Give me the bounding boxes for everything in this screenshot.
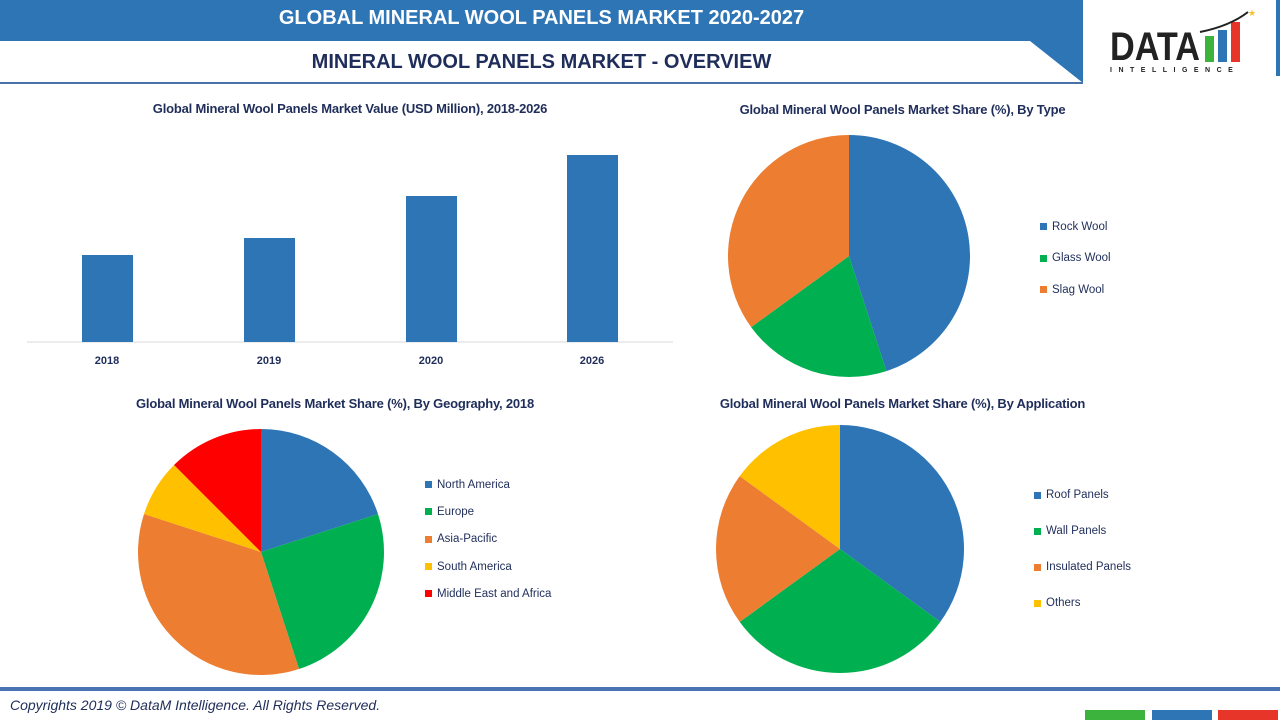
legend-swatch	[425, 535, 432, 543]
pie-slice-insulated-panels	[716, 476, 840, 622]
footer-blue-block	[1152, 710, 1212, 720]
legend-label: Rock Wool	[1052, 220, 1108, 233]
bar-chart-title: Global Mineral Wool Panels Market Value …	[152, 101, 548, 116]
pie-slice-wall-panels	[739, 549, 941, 674]
main-title: GLOBAL MINERAL WOOL PANELS MARKET 2020-2…	[278, 7, 805, 29]
x-tick-label: 2018	[95, 355, 119, 367]
bar-2026	[567, 155, 618, 342]
legend-item: Middle East and Africa	[425, 580, 551, 607]
pie-slice-north-america	[261, 429, 378, 552]
svg-text:★: ★	[1248, 8, 1256, 18]
data-intelligence-logo: DATA ★ INTELLIGENCE	[1100, 8, 1260, 78]
legend-label: Roof Panels	[1046, 489, 1109, 501]
pie-slice-asia-pacific	[137, 513, 300, 675]
legend-label: Asia-Pacific	[437, 533, 498, 546]
legend-swatch	[425, 590, 432, 598]
legend-swatch	[1040, 286, 1047, 294]
legend-swatch	[425, 508, 432, 516]
legend-item: Wall Panels	[1034, 513, 1131, 549]
legend-item: South America	[425, 553, 551, 580]
footer-divider	[0, 687, 1280, 691]
legend-label: Insulated Panels	[1046, 561, 1132, 573]
svg-text:DATA: DATA	[1110, 25, 1200, 69]
application-pie-title: Global Mineral Wool Panels Market Share …	[719, 396, 1086, 411]
legend-swatch	[1034, 599, 1041, 607]
pie-slice-rock-wool	[849, 135, 970, 372]
legend-label: Others	[1046, 597, 1081, 609]
legend-label: South America	[437, 560, 512, 573]
legend-swatch	[425, 481, 432, 489]
legend-item: Asia-Pacific	[425, 526, 551, 553]
type-pie-title: Global Mineral Wool Panels Market Share …	[739, 102, 1066, 117]
legend-item: Rock Wool	[1040, 211, 1111, 243]
legend-item: Slag Wool	[1040, 274, 1111, 306]
legend-label: Wall Panels	[1046, 525, 1107, 537]
pie-slice-south-america	[144, 465, 261, 552]
legend-label: Middle East and Africa	[437, 587, 552, 600]
legend-item: Roof Panels	[1034, 477, 1131, 513]
geography-legend: North America Europe Asia-Pacific South Ame…	[425, 471, 551, 607]
pie-slice-roof-panels	[840, 425, 964, 622]
legend-swatch	[1040, 254, 1047, 262]
legend-swatch	[1034, 491, 1041, 499]
legend-swatch	[1040, 223, 1047, 231]
legend-item: North America	[425, 471, 551, 498]
legend-label: Europe	[437, 505, 475, 518]
bar-2020	[406, 196, 457, 342]
x-tick-label: 2026	[580, 355, 604, 367]
legend-label: Slag Wool	[1052, 283, 1105, 296]
footer-red-block	[1218, 710, 1278, 720]
pie-slice-others	[739, 425, 840, 549]
svg-text:INTELLIGENCE: INTELLIGENCE	[1110, 67, 1239, 74]
charts-canvas: 2018 2019 2020 2026	[27, 135, 970, 675]
geography-pie-title: Global Mineral Wool Panels Market Share …	[136, 396, 534, 411]
copyright-text: Copyrights 2019 © DataM Intelligence. Al…	[10, 697, 381, 713]
pie-slice-middle-east-and-africa	[174, 429, 261, 552]
footer-green-block	[1085, 710, 1145, 720]
header-banner	[0, 0, 1280, 84]
bar-2018	[82, 255, 133, 342]
legend-item: Insulated Panels	[1034, 549, 1131, 585]
type-legend: Rock Wool Glass Wool Slag Wool	[1040, 211, 1111, 306]
x-tick-label: 2019	[257, 355, 281, 367]
legend-label: North America	[437, 478, 510, 491]
legend-item: Europe	[425, 498, 551, 525]
legend-swatch	[425, 563, 432, 571]
legend-swatch	[1034, 563, 1041, 571]
application-legend: Roof Panels Wall Panels Insulated Panels Ot…	[1034, 477, 1131, 621]
x-tick-label: 2020	[419, 355, 443, 367]
legend-swatch	[1034, 527, 1041, 535]
bar-2019	[244, 238, 295, 342]
pie-slice-glass-wool	[751, 256, 887, 377]
legend-item: Glass Wool	[1040, 243, 1111, 275]
legend-item: Others	[1034, 585, 1131, 621]
sub-title: MINERAL WOOL PANELS MARKET - OVERVIEW	[311, 51, 772, 73]
pie-slice-europe	[261, 513, 385, 669]
legend-label: Glass Wool	[1052, 252, 1111, 265]
pie-slice-slag-wool	[728, 135, 849, 328]
